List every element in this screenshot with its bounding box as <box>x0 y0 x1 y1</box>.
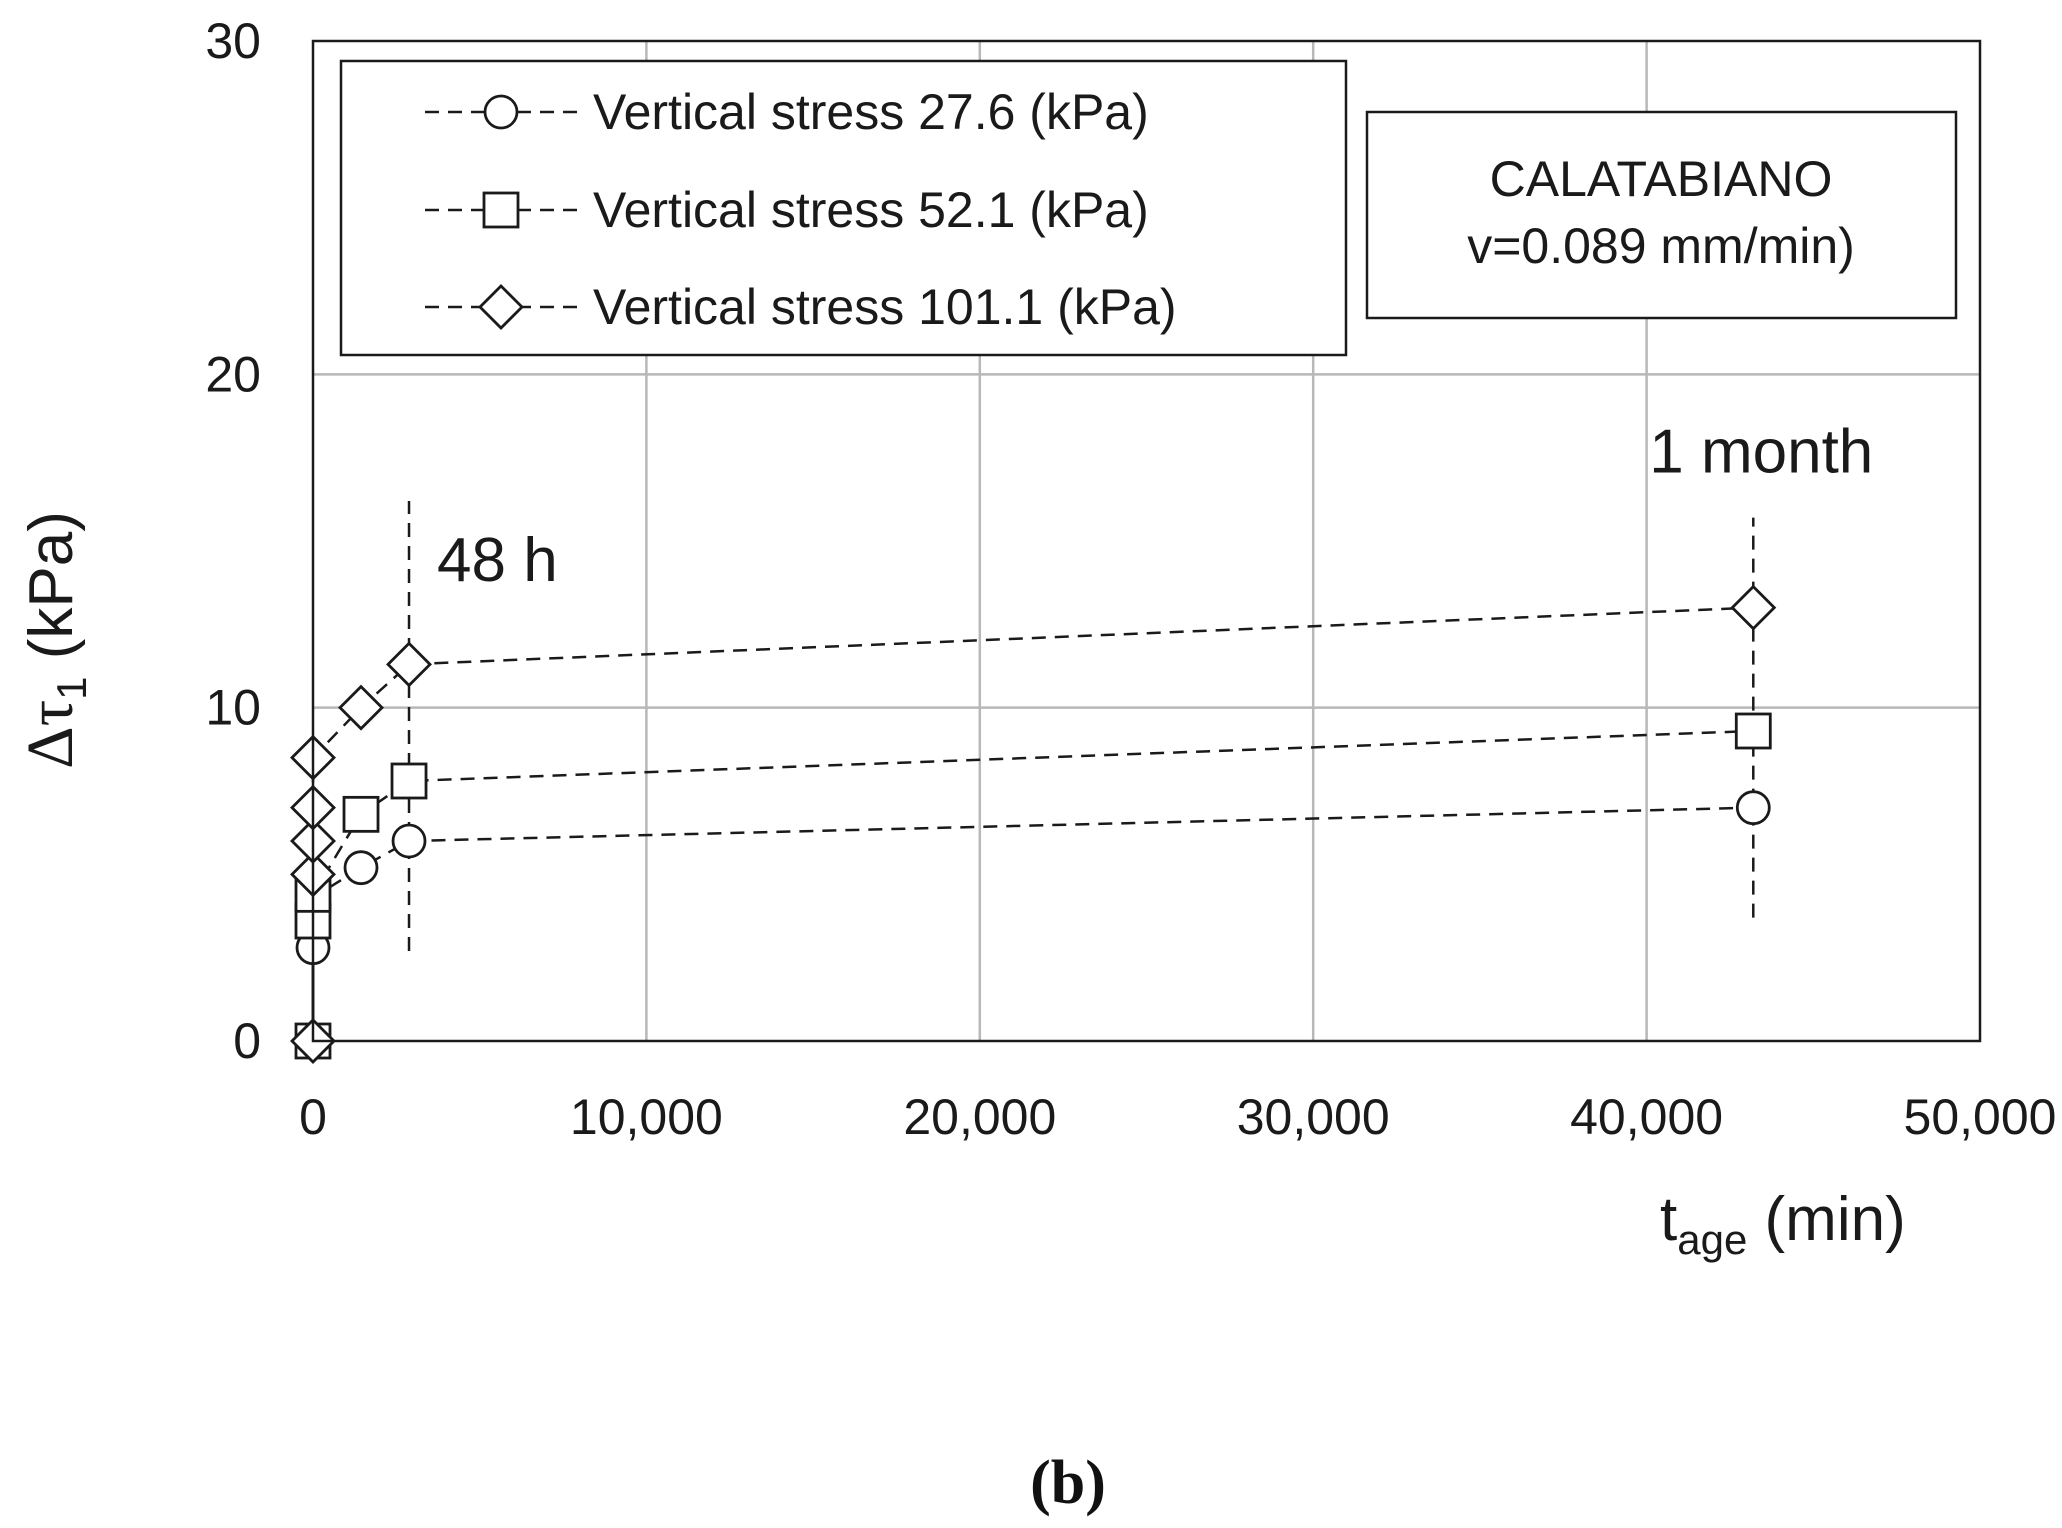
annotation-lines <box>407 501 1755 951</box>
x-axis-label-main: t <box>1660 1185 1677 1254</box>
legend-label-27-6: Vertical stress 27.6 (kPa) <box>593 84 1149 140</box>
y-tick-label-2: 20 <box>205 346 261 402</box>
info-box-velocity: v=0.089 mm/min) <box>1467 218 1855 274</box>
y-tick-label-3: 30 <box>205 13 261 69</box>
y-axis-label-prefix: Δτ <box>14 700 87 769</box>
info-box: CALATABIANO v=0.089 mm/min) <box>1365 110 1958 320</box>
y-tick-label-1: 10 <box>205 680 261 736</box>
x-tick-label-4: 40,000 <box>1570 1089 1723 1145</box>
y-tick-label-0: 0 <box>233 1013 261 1069</box>
series-2-point-6 <box>386 641 432 688</box>
series-1-point-3 <box>342 795 380 833</box>
x-tick-label-2: 20,000 <box>903 1089 1056 1145</box>
legend-marker-1 <box>482 191 520 229</box>
annotation-label-1: 1 month <box>1649 418 1873 487</box>
legend-marker-0 <box>483 94 519 130</box>
info-box-frame <box>1365 110 1958 320</box>
legend-label-101-1: Vertical stress 101.1 (kPa) <box>593 279 1177 335</box>
plot-area-frame <box>311 39 1982 1043</box>
series-0-point-4 <box>391 823 427 859</box>
annotation-labels: 48 h 1 month <box>437 418 1873 595</box>
x-tick-label-5: 50,000 <box>1904 1089 2057 1145</box>
x-axis-label-sub: age <box>1677 1216 1747 1263</box>
x-axis-label-tail: (min) <box>1747 1185 1905 1254</box>
x-tick-label-3: 30,000 <box>1237 1089 1390 1145</box>
y-axis-label-tail: (kPa) <box>17 511 86 676</box>
annotation-label-0: 48 h <box>437 526 558 595</box>
legend-label-52-1: Vertical stress 52.1 (kPa) <box>593 182 1149 238</box>
series-0-point-5 <box>1735 790 1771 826</box>
series-0-point-3 <box>343 850 379 886</box>
x-tick-label-1: 10,000 <box>570 1089 723 1145</box>
legend-marker-2 <box>478 284 524 330</box>
y-axis-label-sub: 1 <box>48 677 95 700</box>
axis-ticks: 0 10,000 20,000 30,000 40,000 50,000 0 10 20 30 <box>205 13 2056 1145</box>
legend-symbols <box>425 94 578 330</box>
panel-label: (b) <box>1030 1449 1106 1517</box>
x-axis-label: tage (min) <box>1660 1185 1906 1263</box>
series-2-point-7 <box>1730 584 1777 631</box>
y-axis-label: Δτ1 (kPa) <box>14 511 95 769</box>
info-box-site: CALATABIANO <box>1490 151 1833 207</box>
x-tick-label-0: 0 <box>299 1089 327 1145</box>
series-2-point-5 <box>338 684 384 731</box>
legend: Vertical stress 27.6 (kPa) Vertical stre… <box>339 59 1348 357</box>
series-1-point-5 <box>1734 712 1772 750</box>
series-1-point-4 <box>390 762 428 800</box>
